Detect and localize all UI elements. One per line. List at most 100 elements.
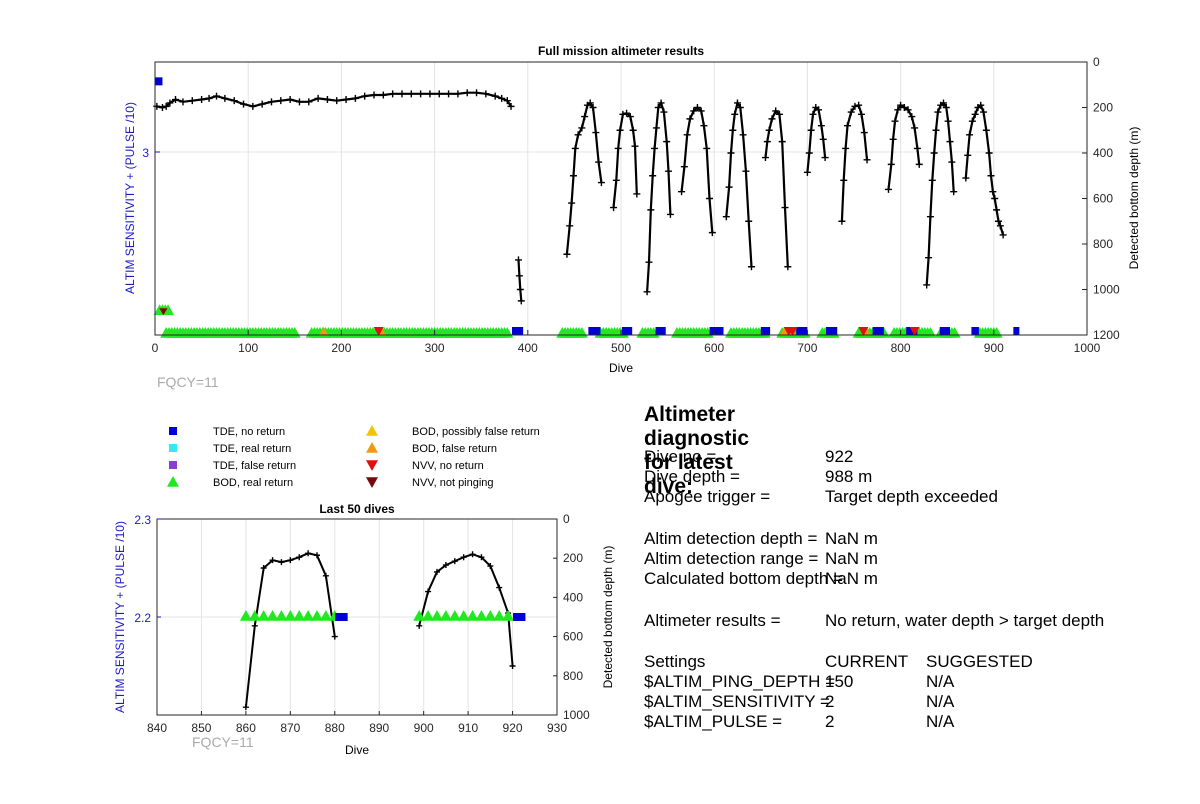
- diagnostic-key: Dive depth =: [644, 467, 740, 486]
- top-x-axis-label: Dive: [609, 361, 633, 375]
- bottom-tde-no-return-marker: [513, 613, 521, 621]
- depth-point: [589, 104, 597, 111]
- depth-point: [887, 160, 895, 168]
- depth-point: [268, 98, 275, 106]
- top-ticks: 0 100 200 300 400 500 600 700 800 900 1000 0 200 400 6…: [142, 55, 1120, 355]
- bottom-depth-point: [314, 552, 320, 559]
- depth-point: [932, 126, 940, 134]
- bottom-bod-real-marker: [239, 610, 252, 621]
- bottom-bod-real-marker: [502, 610, 515, 621]
- depth-point: [863, 156, 871, 164]
- depth-point: [697, 107, 705, 115]
- depth-point: [516, 286, 524, 293]
- depth-point: [842, 144, 850, 152]
- bottom-bod-real-marker: [248, 610, 261, 621]
- depth-point: [514, 256, 522, 264]
- depth-point: [258, 100, 266, 108]
- top-x-tick-label: 600: [704, 341, 724, 355]
- bottom-right-tick-label: 200: [563, 551, 583, 565]
- depth-point: [911, 124, 919, 132]
- depth-point: [725, 183, 733, 191]
- bottom-depth-point: [322, 572, 329, 579]
- depth-point: [398, 90, 406, 98]
- depth-point: [857, 110, 865, 118]
- top-right-tick-label: 200: [1093, 101, 1113, 115]
- top-fqcy-annotation: FQCY=11: [157, 374, 219, 390]
- depth-point: [578, 124, 586, 132]
- bottom-right-tick-label: 800: [563, 669, 583, 683]
- bottom-depth-point: [434, 568, 440, 575]
- settings-key: $ALTIM_PING_DEPTH =: [644, 672, 835, 691]
- depth-point: [616, 126, 624, 134]
- depth-point: [569, 172, 577, 180]
- bottom-bod-real-marker: [319, 610, 332, 621]
- bottom-x-tick-label: 840: [147, 721, 167, 735]
- top-right-tick-label: 0: [1093, 55, 1100, 69]
- diagnostic-key: Altim detection depth =: [644, 529, 818, 548]
- bottom-fqcy-annotation: FQCY=11: [192, 734, 254, 750]
- depth-point: [838, 217, 846, 225]
- depth-point: [680, 163, 688, 171]
- tde-no-return-marker: [155, 77, 163, 86]
- diagnostic-value: 988 m: [825, 467, 873, 486]
- tde-no-return-marker: [939, 327, 950, 335]
- depth-point: [763, 138, 771, 146]
- bottom-bod-real-marker: [448, 610, 461, 621]
- depth-point: [999, 231, 1007, 239]
- depth-point: [563, 250, 571, 258]
- bottom-x-tick-label: 910: [458, 721, 478, 735]
- legend-label: TDE, false return: [213, 460, 296, 472]
- depth-point: [213, 92, 221, 100]
- bottom-bod-real-marker: [284, 610, 297, 621]
- depth-point: [815, 106, 823, 114]
- depth-point: [693, 104, 701, 111]
- legend-label: TDE, no return: [213, 426, 285, 438]
- depth-point: [884, 185, 892, 193]
- depth-point: [503, 97, 511, 105]
- bottom-depth-point: [296, 554, 303, 561]
- depth-series-line: [680, 106, 714, 233]
- depth-point: [747, 263, 755, 271]
- legend-marker: [366, 477, 378, 488]
- top-x-tick-label: 800: [891, 341, 911, 355]
- diagnostic-value: 922: [825, 447, 854, 466]
- depth-point: [847, 108, 855, 116]
- depth-point: [819, 135, 827, 143]
- depth-point: [305, 98, 313, 106]
- depth-point: [592, 129, 600, 137]
- depth-point: [977, 101, 985, 109]
- bottom-bod-real-marker: [475, 610, 488, 621]
- bottom-depth-point: [442, 562, 449, 569]
- nvv-no-return-marker: [787, 327, 798, 336]
- depth-point: [994, 217, 1002, 225]
- full-mission-chart: 0 100 200 300 400 500 600 700 800 900 1000 0 200 400 6…: [123, 44, 1141, 390]
- depth-point: [821, 154, 829, 162]
- depth-point: [915, 160, 923, 168]
- depth-point: [663, 138, 671, 146]
- depth-series-line: [646, 100, 672, 292]
- depth-point: [678, 188, 686, 196]
- depth-point: [964, 151, 972, 159]
- bottom-bod-real-marker: [466, 610, 479, 621]
- bottom-bod-real-marker: [431, 610, 443, 621]
- depth-point: [612, 176, 620, 184]
- depth-point: [581, 113, 589, 121]
- top-x-tick-label: 500: [611, 341, 631, 355]
- bottom-bod-real-marker: [493, 610, 506, 621]
- nvv-not-pinging-marker: [159, 308, 168, 316]
- depth-point: [647, 206, 655, 214]
- top-left-tick-label: 3: [142, 146, 149, 160]
- tde-no-return-marker: [709, 327, 724, 335]
- settings-suggested: N/A: [926, 712, 955, 731]
- depth-point: [660, 108, 668, 116]
- bottom-depth-point: [416, 622, 423, 629]
- bottom-depth-point: [251, 622, 258, 629]
- legend-label: BOD, real return: [213, 477, 293, 489]
- depth-point: [665, 167, 673, 175]
- depth-point: [761, 154, 769, 162]
- tde-no-return-marker: [760, 327, 771, 335]
- depth-point: [851, 102, 859, 110]
- top-right-tick-label: 1200: [1093, 328, 1120, 342]
- depth-point: [968, 117, 976, 125]
